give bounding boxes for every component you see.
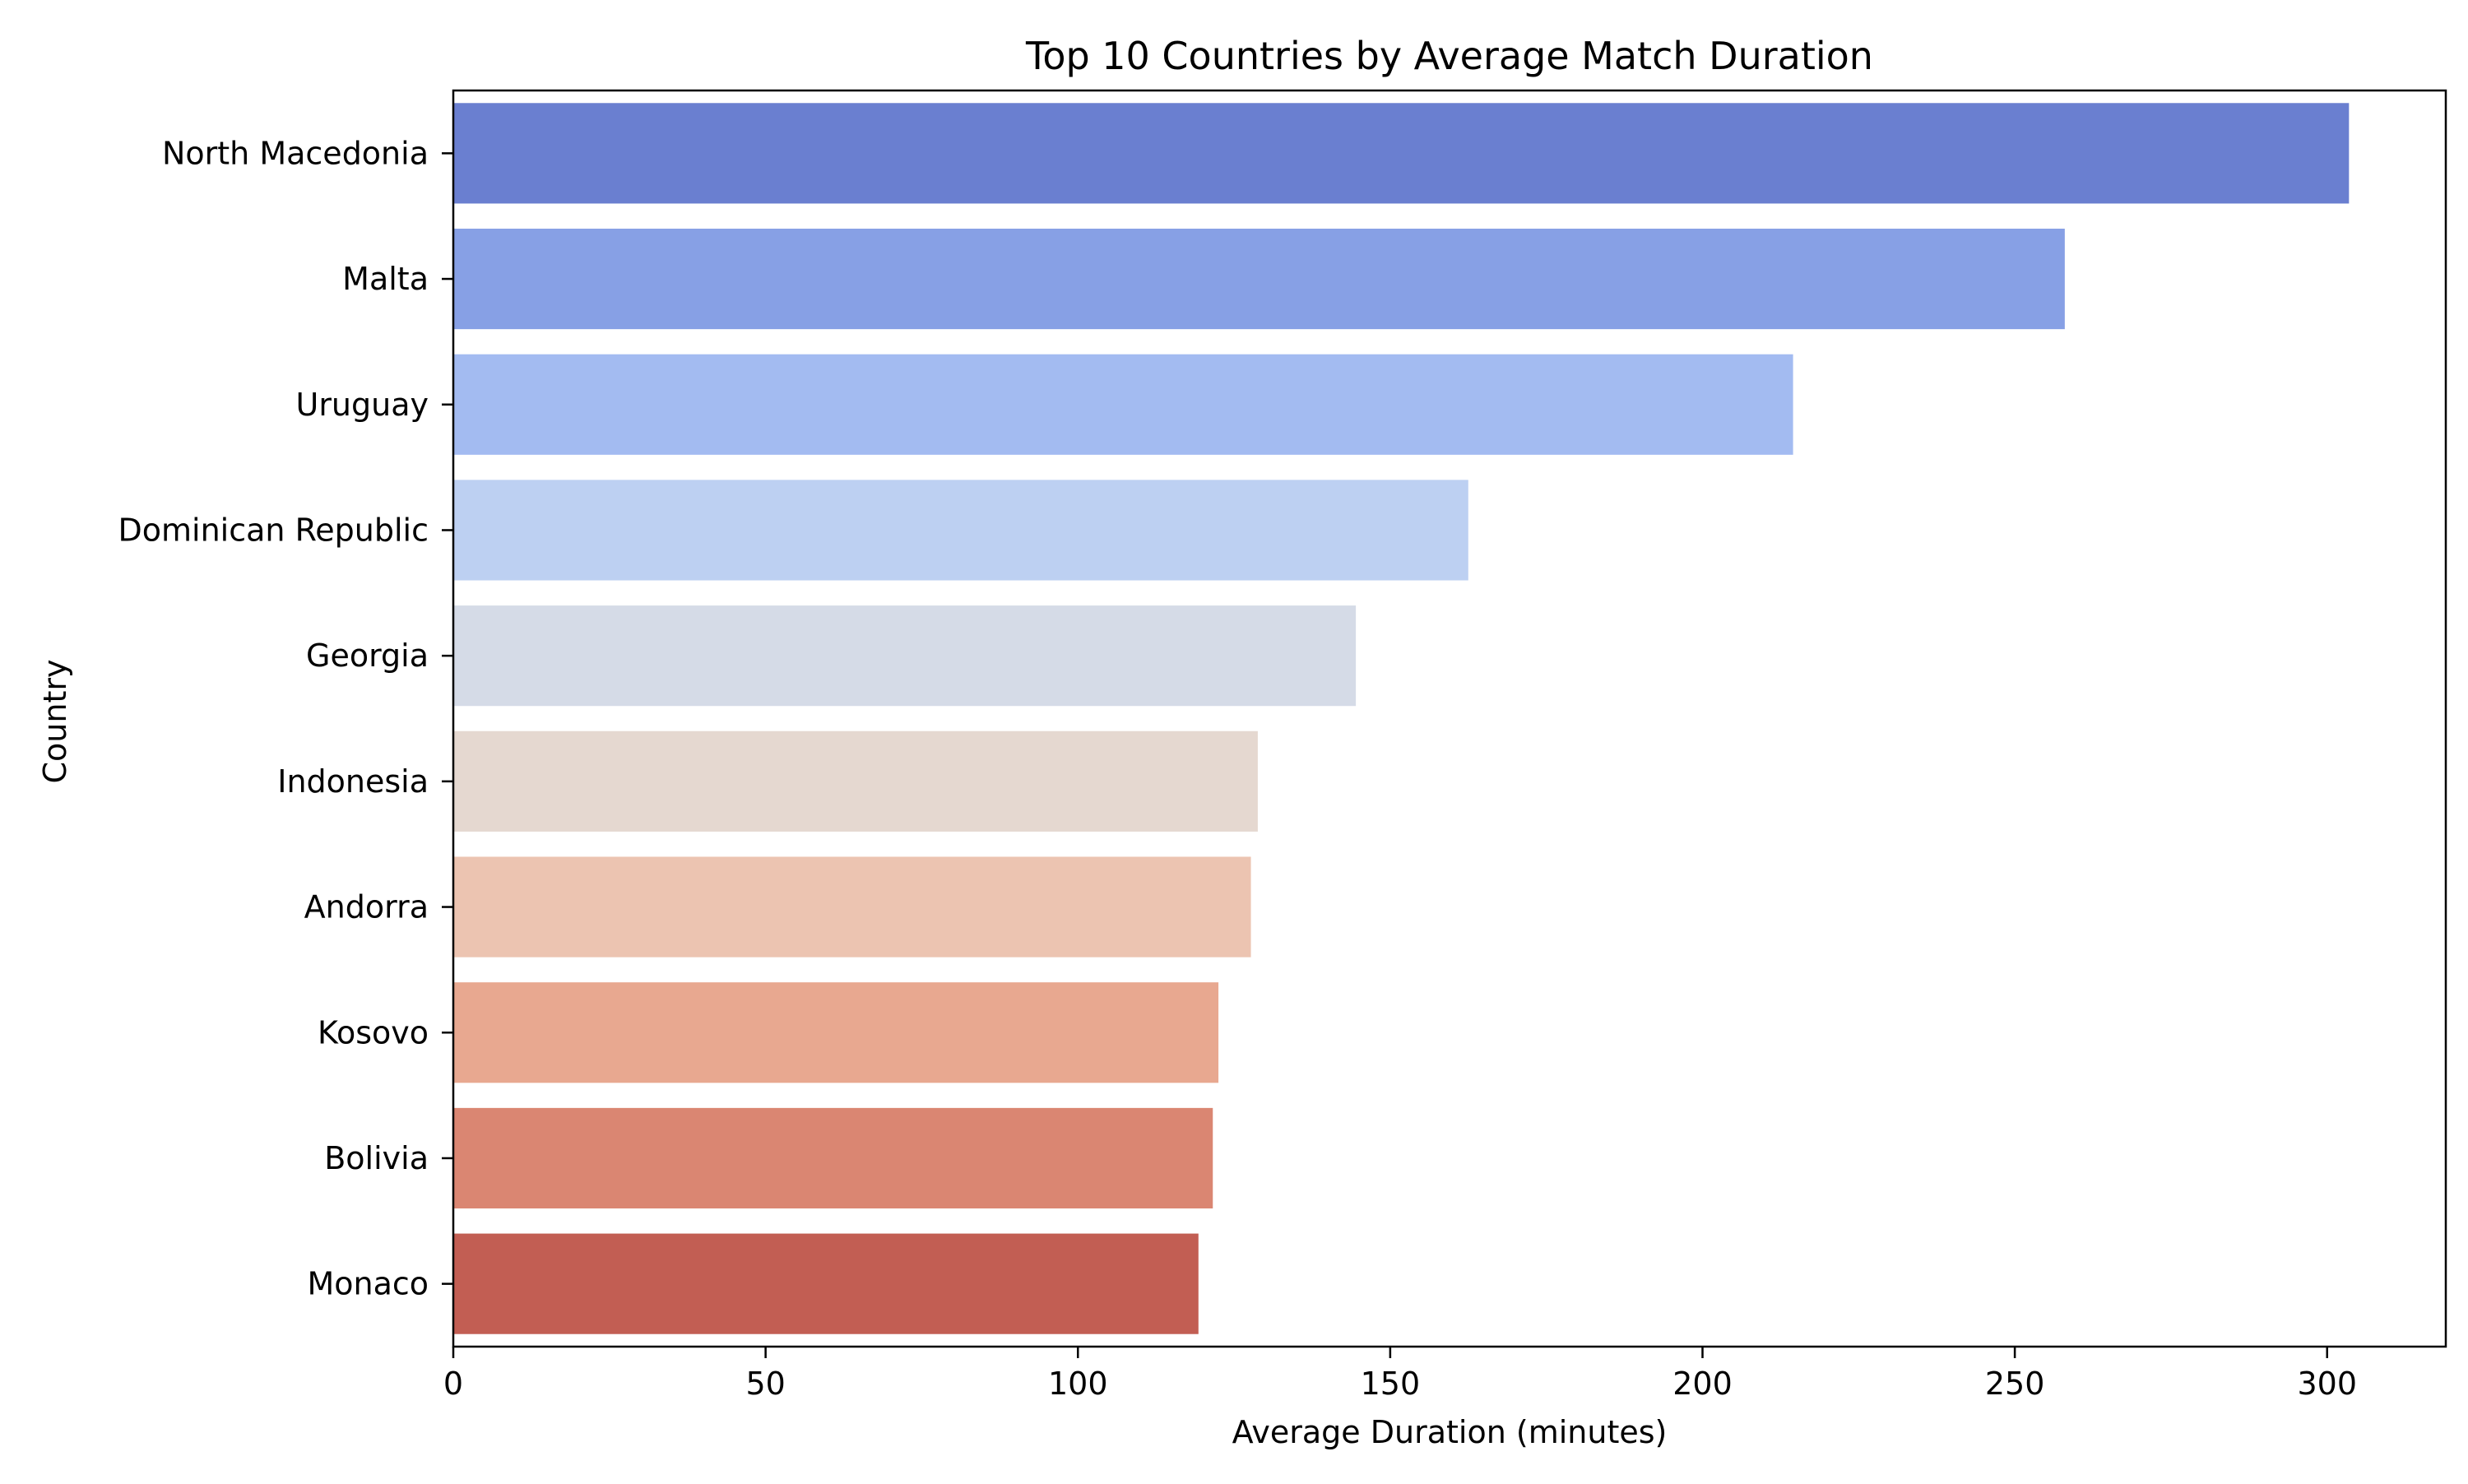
chart-title: Top 10 Countries by Average Match Durati…	[1025, 34, 1873, 78]
bars-group	[453, 103, 2350, 1334]
y-axis-label: Country	[37, 660, 73, 784]
bar-indonesia	[453, 730, 1258, 832]
bar-north-macedonia	[453, 103, 2350, 204]
plot-frame	[452, 89, 2447, 1348]
y-tick-label: Andorra	[304, 889, 429, 925]
bar-kosovo	[453, 982, 1219, 1083]
y-tick-label: Uruguay	[296, 387, 429, 423]
y-tick-label: Monaco	[307, 1266, 429, 1302]
bar-georgia	[453, 605, 1357, 707]
bar-uruguay	[453, 354, 1793, 455]
x-tick-label: 200	[1672, 1366, 1733, 1402]
bar-malta	[453, 228, 2065, 330]
x-tick-label: 100	[1048, 1366, 1108, 1402]
x-tick-label: 250	[1985, 1366, 2045, 1402]
bar-bolivia	[453, 1107, 1213, 1209]
x-tick-label: 150	[1361, 1366, 1421, 1402]
y-tick-label: Georgia	[306, 638, 429, 674]
y-tick-label: Kosovo	[318, 1014, 429, 1050]
x-tick-label: 0	[443, 1366, 463, 1402]
x-axis-label: Average Duration (minutes)	[1232, 1414, 1668, 1450]
y-tick-label: Bolivia	[324, 1140, 429, 1176]
x-tick-label: 300	[2297, 1366, 2357, 1402]
x-axis-ticks: 0 50 100 150 200 250 300	[443, 1347, 2357, 1402]
y-tick-label: North Macedonia	[162, 135, 429, 171]
y-tick-label: Indonesia	[277, 763, 429, 800]
y-tick-label: Malta	[342, 261, 429, 297]
bar-andorra	[453, 856, 1251, 958]
y-axis-ticks: North Macedonia Malta Uruguay Dominican Rep…	[118, 135, 453, 1302]
bar-monaco	[453, 1233, 1199, 1334]
y-tick-label: Dominican Republic	[118, 512, 429, 548]
bar-dominican-republic	[453, 480, 1468, 581]
x-tick-label: 50	[745, 1366, 785, 1402]
